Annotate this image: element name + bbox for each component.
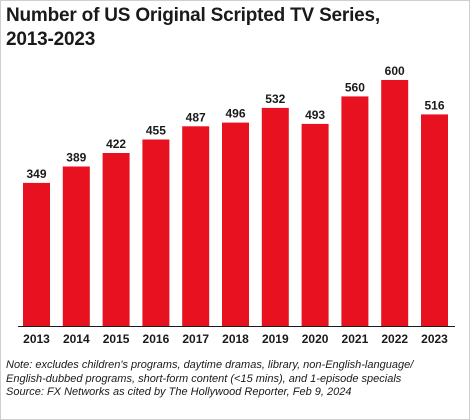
x-tick-2017: 2017 [182,332,209,346]
bar-2017 [182,126,210,326]
data-label-2020: 493 [305,108,325,122]
data-label-2013: 349 [26,167,46,181]
bar-2023 [421,114,448,327]
data-label-2017: 487 [186,110,206,124]
x-tick-2015: 2015 [103,332,130,346]
chart-title: Number of US Original Scripted TV Series… [6,4,446,52]
data-label-2014: 389 [66,151,86,165]
footnote: Note: excludes children's programs, dayt… [6,359,464,400]
x-tick-2013: 2013 [23,332,50,346]
bar-2013 [23,182,50,326]
footnote-line-2: English-dubbed programs, short-form cont… [6,372,402,385]
data-label-2023: 516 [424,98,444,112]
bar-2016 [142,139,170,326]
data-label-2021: 560 [345,80,365,94]
bar-2019 [261,107,289,327]
bar-2014 [62,166,90,326]
chart-title-line-1: Number of US Original Scripted TV Series… [6,5,380,26]
footnote-source: Source: FX Networks as cited by The Holl… [6,386,352,398]
data-label-2016: 455 [146,124,166,138]
x-tick-2018: 2018 [222,332,249,346]
footnote-line-1: Note: excludes children's programs, dayt… [6,359,414,371]
x-tick-2016: 2016 [143,332,170,346]
bars-group: 349 389 422 455 487 496 532 493 560 600 516 [23,64,448,327]
data-label-2019: 532 [265,92,285,106]
data-label-2022: 600 [385,64,405,78]
data-label-2015: 422 [106,137,126,151]
x-tick-2019: 2019 [262,332,289,346]
bar-2018 [222,122,249,326]
data-label-2018: 496 [225,107,245,121]
x-tick-2021: 2021 [342,332,369,346]
x-tick-2020: 2020 [302,332,329,346]
x-tick-labels: 2013 2014 2015 2016 2017 2018 2019 2020 2021 2022… [23,332,448,346]
bar-2022 [381,80,409,326]
bar-2021 [341,96,369,327]
bar-2015 [102,153,130,326]
x-tick-2023: 2023 [421,332,448,346]
x-tick-2022: 2022 [381,332,408,346]
chart-title-line-2: 2013-2023 [6,29,96,50]
x-tick-2014: 2014 [63,332,90,346]
bar-2020 [301,123,329,327]
